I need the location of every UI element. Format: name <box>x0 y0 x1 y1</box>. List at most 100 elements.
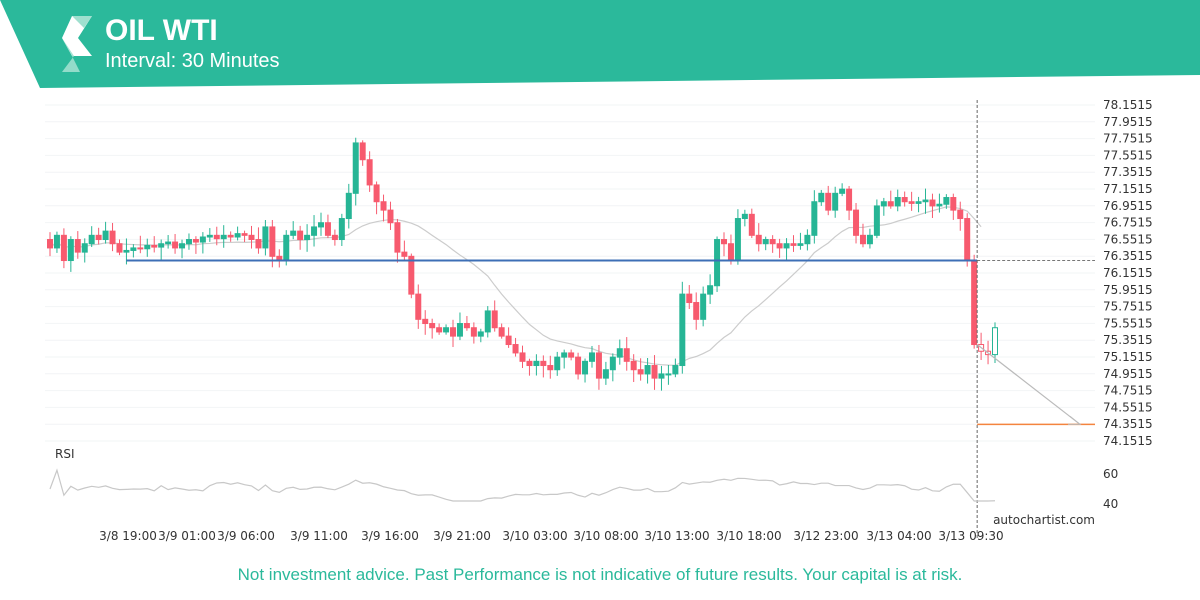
candle <box>255 227 262 254</box>
candle <box>957 201 964 231</box>
candle <box>401 240 408 262</box>
candle-body <box>116 243 123 253</box>
y-tick-label: 76.1515 <box>1103 266 1153 280</box>
header-banner <box>0 0 1200 88</box>
candle <box>644 357 651 384</box>
candle <box>922 188 929 214</box>
candle-body <box>616 348 623 358</box>
candle <box>818 189 825 206</box>
x-tick-label: 3/12 23:00 <box>793 529 858 543</box>
candle-body <box>130 247 137 251</box>
candle <box>992 322 998 364</box>
candle-body <box>290 230 297 236</box>
candle <box>964 213 971 267</box>
candle <box>443 324 450 335</box>
x-tick-label: 3/13 04:00 <box>866 529 931 543</box>
candle-body <box>463 323 470 329</box>
candle <box>679 281 686 374</box>
candle <box>311 215 318 247</box>
candle-body <box>429 323 436 329</box>
candle <box>359 140 366 166</box>
candle <box>776 238 783 258</box>
candle-body <box>665 373 672 376</box>
candle <box>422 310 429 335</box>
candle <box>721 232 728 257</box>
candle-body <box>450 327 457 337</box>
candle-body <box>873 205 880 236</box>
candle <box>172 234 179 254</box>
y-tick-label: 74.1515 <box>1103 434 1153 448</box>
candle-body <box>651 365 658 379</box>
candle-body <box>88 234 95 245</box>
candle-body <box>352 142 359 194</box>
candle <box>185 233 192 250</box>
candle-body <box>602 369 609 379</box>
candle <box>436 323 443 335</box>
candle-body <box>804 234 811 245</box>
autochartist-logo-icon <box>62 16 92 72</box>
candle <box>206 228 213 242</box>
candle <box>707 274 714 304</box>
candle <box>540 355 547 378</box>
candle-body <box>700 293 707 320</box>
candle <box>352 137 359 206</box>
candle-body <box>109 230 116 245</box>
candle-body <box>561 352 568 358</box>
candle-body <box>123 249 130 253</box>
candle-body <box>484 310 491 333</box>
candle <box>554 351 561 376</box>
candle <box>304 224 311 252</box>
candle-body <box>943 197 950 205</box>
candle <box>102 221 109 244</box>
candle-body <box>269 226 276 257</box>
rsi-line <box>49 468 996 502</box>
candle-body <box>60 234 67 262</box>
rsi-label: RSI <box>55 447 75 461</box>
candle <box>53 231 60 253</box>
candle-body <box>950 197 957 211</box>
candle-body <box>609 356 616 371</box>
candle-body <box>929 199 936 207</box>
candle <box>936 193 943 213</box>
candle <box>755 223 762 252</box>
candle <box>943 194 950 209</box>
x-tick-label: 3/10 18:00 <box>716 529 781 543</box>
candle-body <box>165 241 172 245</box>
candle <box>915 196 922 213</box>
moving-average-line <box>49 206 982 366</box>
candle <box>109 222 116 252</box>
candle <box>769 235 776 253</box>
candle <box>665 365 672 385</box>
candle-body <box>144 244 151 250</box>
watermark: autochartist.com <box>993 513 1095 527</box>
candle <box>60 228 67 269</box>
forecast-arrowhead-icon <box>1068 415 1082 425</box>
candle-body <box>331 234 338 241</box>
candle-body <box>901 197 908 203</box>
candle <box>595 344 602 390</box>
candle-body <box>324 222 331 236</box>
interval-label: Interval: 30 Minutes <box>105 50 280 72</box>
candle-body <box>721 239 728 245</box>
candle-body <box>151 244 158 248</box>
candle-body <box>436 327 443 333</box>
candle-body <box>67 239 74 262</box>
candle <box>839 183 846 197</box>
candle <box>484 306 491 338</box>
price-chart: 78.1515 77.9515 77.7515 77.5515 77.3515 77.15… <box>45 98 1153 543</box>
candle-body <box>741 213 748 220</box>
candle <box>130 244 137 258</box>
candle <box>151 236 158 253</box>
candle-body <box>693 302 700 320</box>
candle <box>575 352 582 380</box>
candle-body <box>776 243 783 249</box>
candle <box>158 239 165 260</box>
candle-body <box>880 201 887 207</box>
candle-body <box>380 201 387 211</box>
candle-body <box>637 369 644 375</box>
candle <box>748 208 755 239</box>
candle <box>165 235 172 249</box>
candle <box>380 194 387 222</box>
candle-body <box>345 192 352 220</box>
candle <box>394 218 401 263</box>
